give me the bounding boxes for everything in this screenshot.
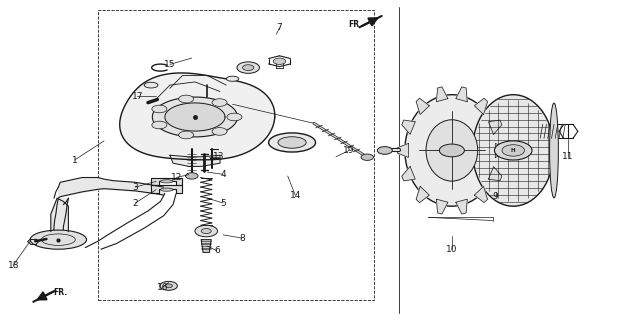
Polygon shape [153,97,237,137]
Circle shape [178,131,193,139]
Circle shape [242,65,254,70]
Polygon shape [398,143,408,157]
Circle shape [502,145,524,156]
Circle shape [165,284,172,288]
Polygon shape [489,120,502,134]
Polygon shape [402,120,415,134]
Text: FR.: FR. [348,20,362,29]
Circle shape [152,121,167,129]
Text: 8: 8 [239,234,245,243]
Text: H: H [511,148,516,153]
Polygon shape [170,155,220,166]
Polygon shape [120,73,275,160]
Text: 12: 12 [170,173,182,182]
Text: 5: 5 [220,198,226,207]
Polygon shape [495,143,506,157]
Ellipse shape [550,103,558,198]
Polygon shape [151,178,182,186]
Circle shape [237,62,259,73]
Ellipse shape [161,180,173,183]
Polygon shape [436,87,448,102]
Polygon shape [165,103,225,131]
Text: 13: 13 [213,152,224,161]
Text: 4: 4 [220,170,226,179]
Polygon shape [456,199,467,214]
Polygon shape [456,87,467,102]
Circle shape [494,141,532,160]
Ellipse shape [226,76,239,81]
Text: 15: 15 [164,60,176,69]
Text: 18: 18 [8,261,19,270]
Polygon shape [416,187,430,203]
Ellipse shape [161,188,173,191]
Circle shape [212,99,227,106]
Circle shape [178,95,193,103]
Text: 11: 11 [562,152,573,161]
Polygon shape [402,166,415,181]
Circle shape [273,58,286,64]
Ellipse shape [405,95,499,206]
Circle shape [195,225,217,237]
Polygon shape [51,198,68,232]
Circle shape [377,147,392,154]
Ellipse shape [30,230,87,249]
Polygon shape [436,199,448,214]
Circle shape [212,128,227,135]
Text: 1: 1 [72,156,77,164]
Polygon shape [489,166,502,181]
Text: 14: 14 [290,190,301,200]
Ellipse shape [426,120,478,181]
Ellipse shape [269,133,315,152]
Polygon shape [151,186,182,194]
Text: 6: 6 [214,246,220,255]
Circle shape [152,105,167,113]
Circle shape [185,173,198,179]
Circle shape [201,228,211,234]
Circle shape [440,144,464,157]
Polygon shape [201,240,211,252]
Circle shape [160,281,177,290]
Text: 7: 7 [277,23,283,32]
Circle shape [361,154,374,160]
Circle shape [227,113,242,121]
Text: 16: 16 [156,283,168,292]
Text: 19: 19 [344,146,355,155]
Polygon shape [474,187,487,203]
Text: FR.: FR. [53,288,67,297]
Text: 2: 2 [133,198,138,207]
Text: 17: 17 [131,92,143,101]
Text: 10: 10 [446,245,458,254]
Ellipse shape [144,82,158,88]
Text: 3: 3 [133,183,138,192]
Ellipse shape [472,95,554,206]
Polygon shape [474,98,487,115]
Polygon shape [416,98,430,115]
Ellipse shape [278,137,306,148]
Text: 9: 9 [493,192,499,201]
